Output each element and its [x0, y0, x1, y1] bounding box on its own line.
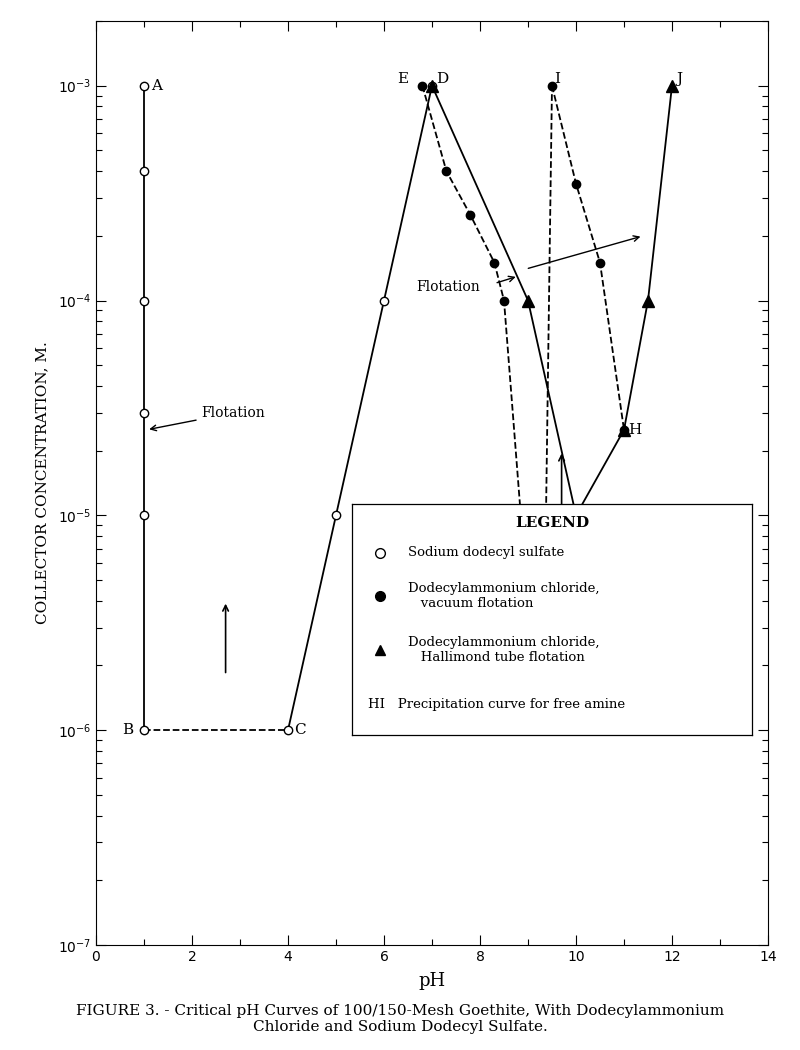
Text: G: G — [540, 634, 552, 648]
Y-axis label: COLLECTOR CONCENTRATION, M.: COLLECTOR CONCENTRATION, M. — [35, 341, 50, 625]
Text: FIGURE 3. - Critical pH Curves of 100/150-Mesh Goethite, With Dodecylammonium
Ch: FIGURE 3. - Critical pH Curves of 100/15… — [76, 1004, 724, 1034]
Text: D: D — [436, 71, 448, 86]
Text: E: E — [397, 71, 408, 86]
Text: Flotation: Flotation — [150, 406, 266, 430]
Text: LEGEND: LEGEND — [515, 516, 589, 529]
Text: B: B — [122, 723, 134, 737]
Text: J: J — [676, 71, 682, 86]
Text: Dodecylammonium chloride,
   Hallimond tube flotation: Dodecylammonium chloride, Hallimond tube… — [408, 635, 599, 664]
Text: Flotation: Flotation — [416, 280, 480, 294]
Text: H: H — [628, 423, 641, 437]
Text: F: F — [500, 530, 510, 545]
X-axis label: pH: pH — [418, 972, 446, 990]
Text: Dodecylammonium chloride,
   vacuum flotation: Dodecylammonium chloride, vacuum flotati… — [408, 583, 599, 610]
Text: HI   Precipitation curve for free amine: HI Precipitation curve for free amine — [368, 698, 625, 712]
Text: C: C — [294, 723, 306, 737]
Text: A: A — [151, 79, 162, 92]
Text: Sodium dodecyl sulfate: Sodium dodecyl sulfate — [408, 546, 564, 559]
Text: I: I — [554, 71, 561, 86]
